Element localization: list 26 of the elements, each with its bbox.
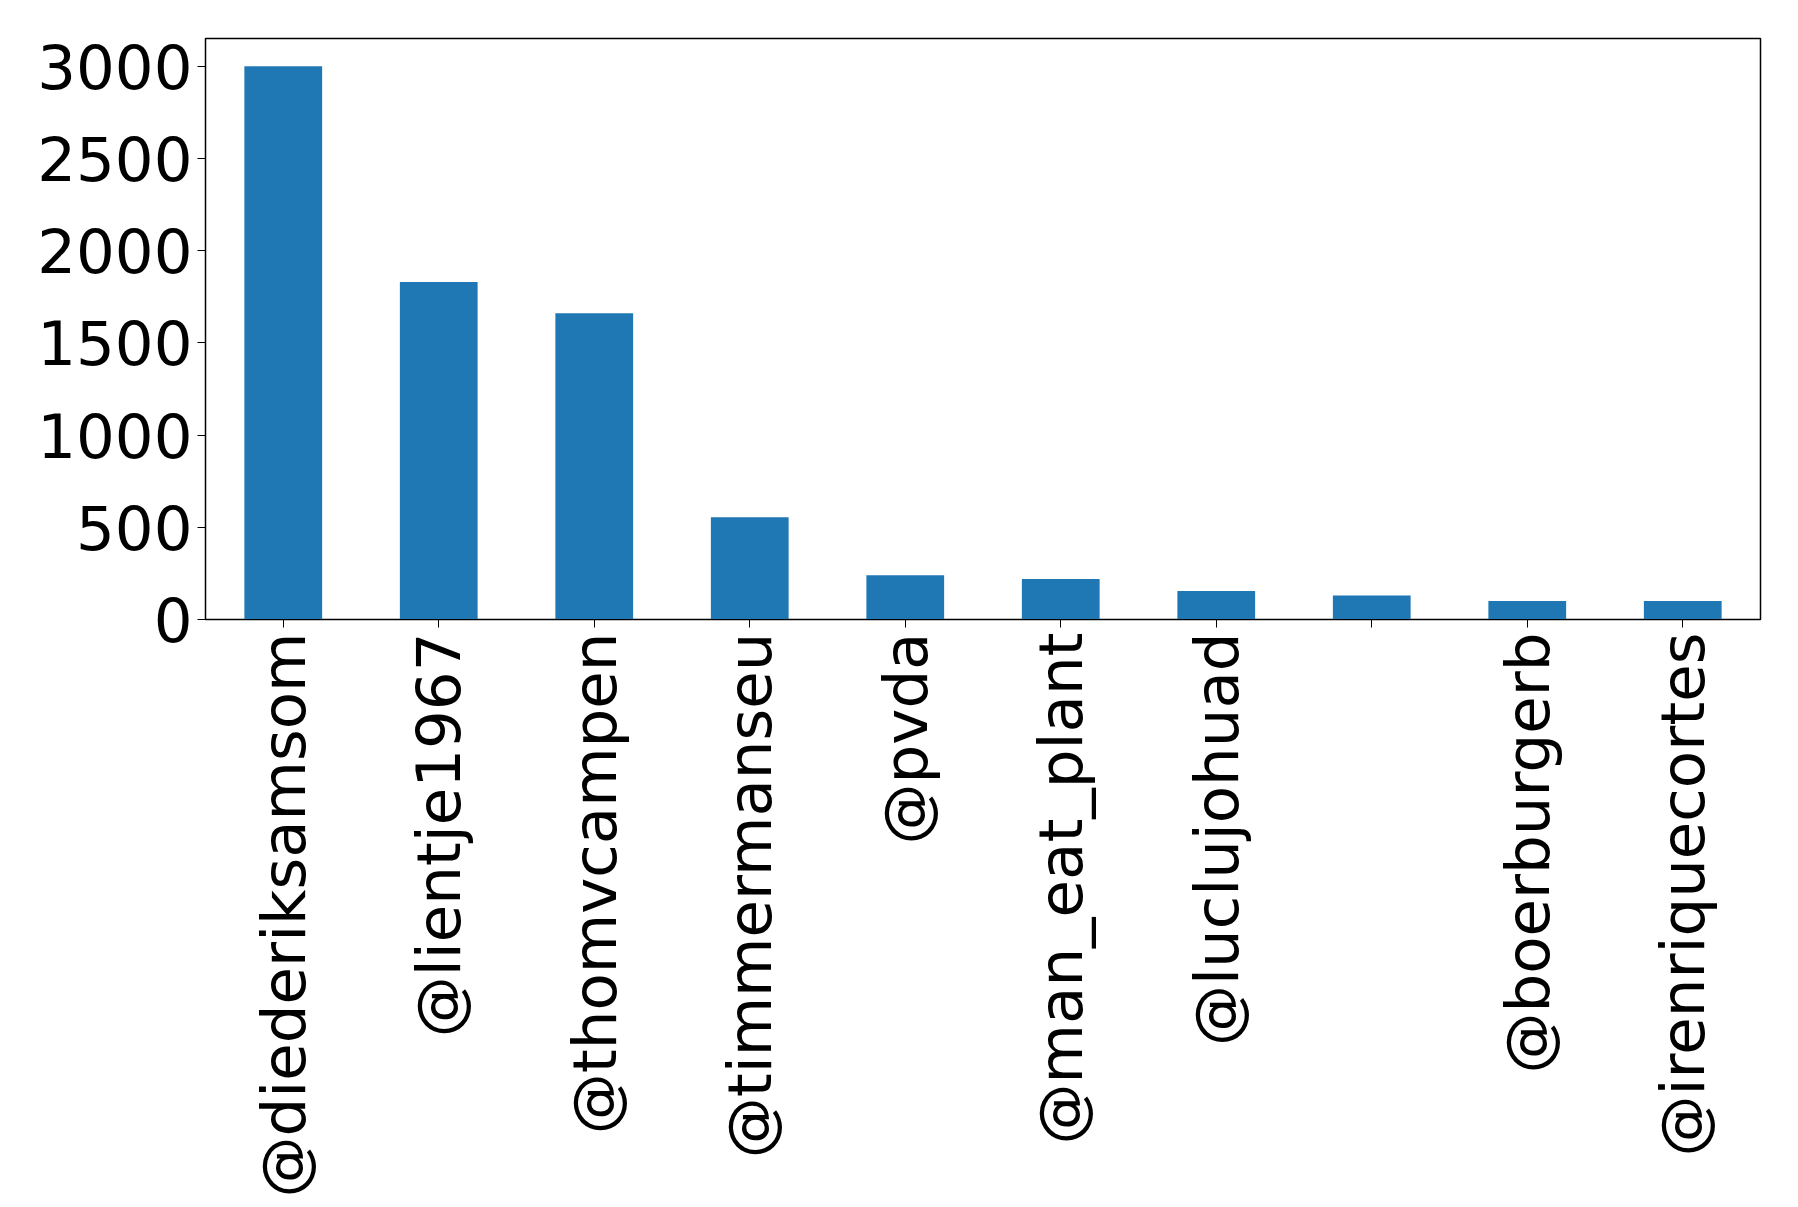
bar (1488, 601, 1567, 620)
x-tick-label: @timmermanseu (714, 632, 786, 1159)
y-tick-label: 3000 (37, 31, 193, 103)
bar (1021, 578, 1100, 620)
y-tick-label: 1500 (37, 308, 193, 380)
bar (1177, 590, 1256, 620)
bar (866, 575, 945, 620)
y-tick-label: 2000 (37, 216, 193, 288)
x-tick-label: @thomvcampen (558, 632, 630, 1135)
y-tick-label: 0 (153, 585, 193, 656)
y-tick-label: 500 (76, 492, 193, 564)
x-tick-label: @man_eat_plant (1025, 632, 1097, 1145)
bar (244, 66, 323, 620)
y-tick-label: 1000 (37, 400, 193, 472)
x-tick-label: @lientje1967 (403, 632, 475, 1038)
y-tick-label: 2500 (37, 123, 193, 195)
x-tick-label: @irenriquecortes (1647, 632, 1719, 1157)
bar (1643, 601, 1722, 620)
bar (399, 281, 478, 620)
bar (555, 313, 634, 620)
x-tick-label: @pvda (869, 632, 941, 845)
bar (710, 517, 789, 620)
x-tick-label: @boerburgerb (1491, 632, 1563, 1074)
x-tick-label: @diederiksamsom (247, 632, 319, 1198)
bar (1332, 595, 1411, 620)
x-tick-label: @luclujohuad (1180, 632, 1252, 1046)
